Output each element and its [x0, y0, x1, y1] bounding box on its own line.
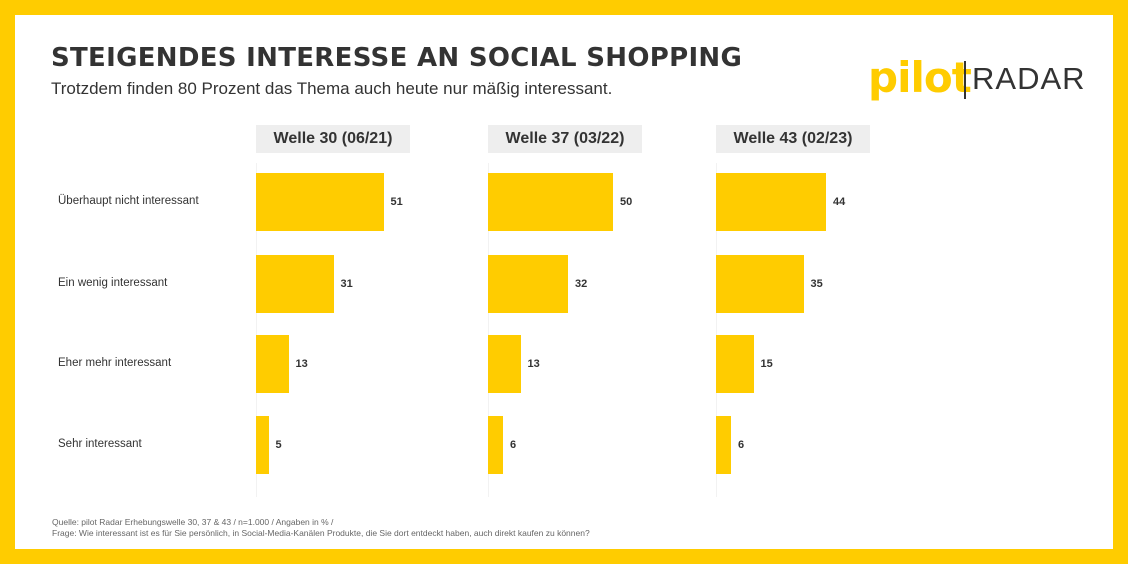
logo-radar-text: RADAR — [972, 61, 1086, 96]
data-label: 13 — [527, 358, 540, 370]
bar — [488, 173, 613, 231]
category-label: Ein wenig interessant — [58, 277, 168, 289]
bar — [488, 255, 568, 313]
bar — [716, 416, 731, 474]
chart-card: STEIGENDES INTERESSE AN SOCIAL SHOPPING … — [15, 15, 1113, 549]
wave-header: Welle 43 (02/23) — [716, 125, 870, 153]
footer-source: Quelle: pilot Radar Erhebungswelle 30, 3… — [52, 517, 334, 527]
category-label: Überhaupt nicht interessant — [58, 195, 199, 207]
bar — [716, 255, 804, 313]
bar — [256, 416, 269, 474]
data-label: 50 — [620, 196, 633, 208]
data-label: 51 — [390, 196, 403, 208]
chart-subtitle: Trotzdem finden 80 Prozent das Thema auc… — [51, 79, 613, 98]
bar — [256, 173, 384, 231]
data-label: 15 — [760, 358, 773, 370]
logo-separator — [964, 61, 966, 99]
panel-axis-line — [716, 163, 717, 497]
data-label: 6 — [510, 439, 517, 451]
data-label: 35 — [810, 278, 823, 290]
logo-pilot-text: pilot — [868, 53, 972, 102]
panel-axis-line — [256, 163, 257, 497]
data-label: 13 — [295, 358, 308, 370]
pilot-radar-logo: pilot RADAR — [868, 53, 1085, 108]
bar — [488, 335, 521, 393]
bar — [716, 173, 826, 231]
footer-question: Frage: Wie interessant ist es für Sie pe… — [52, 528, 590, 538]
bar — [488, 416, 503, 474]
panel-axis-line — [488, 163, 489, 497]
bar — [716, 335, 754, 393]
chart-title: STEIGENDES INTERESSE AN SOCIAL SHOPPING — [51, 43, 743, 73]
data-label: 32 — [575, 278, 588, 290]
category-label: Sehr interessant — [58, 438, 142, 450]
data-label: 5 — [275, 439, 282, 451]
wave-header: Welle 30 (06/21) — [256, 125, 410, 153]
data-label: 44 — [833, 196, 846, 208]
wave-header: Welle 37 (03/22) — [488, 125, 642, 153]
bar — [256, 255, 334, 313]
data-label: 31 — [340, 278, 353, 290]
category-label: Eher mehr interessant — [58, 357, 172, 369]
bar — [256, 335, 289, 393]
data-label: 6 — [738, 439, 745, 451]
